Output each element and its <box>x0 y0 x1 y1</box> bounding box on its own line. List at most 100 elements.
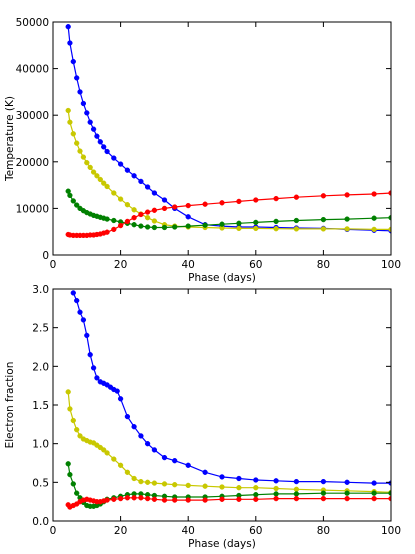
y-tick-label: 2.5 <box>32 323 49 335</box>
series-1-point <box>273 226 279 232</box>
series-1-point <box>67 119 73 125</box>
series-1-point <box>161 481 168 487</box>
series-1-point <box>293 486 300 492</box>
series-0-point <box>77 309 83 315</box>
series-2-point <box>70 481 76 487</box>
electron-fraction-panel: 0 20 40 60 80 100 0.0 0.5 1.0 1.5 2.0 2.5 3.0 Phase (… <box>4 284 401 550</box>
series-0-point <box>94 375 100 381</box>
series-1-point <box>172 482 178 488</box>
series-2-point <box>67 471 73 478</box>
series-0-point <box>144 441 151 447</box>
series-2-point <box>236 220 242 226</box>
series-0-point <box>172 458 178 464</box>
series-1-point <box>67 406 73 412</box>
series-0-point <box>293 478 300 485</box>
series-1-point <box>388 226 391 233</box>
series-1-point <box>236 485 242 491</box>
x-axis-label: Phase (days) <box>188 272 256 284</box>
series-2-point <box>172 224 178 230</box>
series-1-point <box>253 225 259 232</box>
temperature-panel: 0 20 40 60 80 100 0 10000 20000 30000 40000 50000 Ph… <box>4 17 401 284</box>
series-0-point <box>97 139 103 145</box>
series-0-point <box>94 133 100 139</box>
series-3-point <box>202 201 208 207</box>
series-2-point <box>371 215 377 221</box>
series-3-point <box>104 229 110 235</box>
series-2-point <box>74 202 80 208</box>
series-3-point <box>172 497 178 503</box>
series-1-point <box>124 469 131 475</box>
series-3-point <box>253 496 259 502</box>
series-1-point <box>77 148 83 154</box>
series-1-point <box>185 482 191 489</box>
series-0-point <box>151 447 158 453</box>
x-tick-label: 100 <box>381 259 401 271</box>
series-3-point <box>273 195 279 202</box>
series-3-point <box>236 198 242 205</box>
y-axis-label: Electron fraction <box>4 362 16 449</box>
series-3-point <box>104 497 110 503</box>
series-1-point <box>131 207 137 213</box>
series-1-line <box>67 110 391 230</box>
series-0-point <box>74 75 80 81</box>
series-1-point <box>104 450 110 456</box>
x-tick-label: 0 <box>50 259 57 271</box>
series-2-point <box>144 224 151 230</box>
series-2-point <box>320 216 327 223</box>
series-1-point <box>74 427 80 433</box>
series-1-point <box>138 478 144 485</box>
series-1-point <box>111 456 117 462</box>
series-0-point <box>80 317 87 323</box>
series-1-point <box>273 485 279 492</box>
series-0-point <box>219 474 225 480</box>
series-0-point <box>84 110 90 116</box>
series-0-point <box>131 424 137 430</box>
series-2-point <box>138 223 144 229</box>
series-3-point <box>172 204 178 210</box>
series-3-point <box>273 495 279 502</box>
y-axis-label: Temperature (K) <box>4 96 16 182</box>
series-0-point <box>151 190 158 196</box>
x-tick-label: 60 <box>249 259 262 271</box>
series-0-point <box>253 477 259 483</box>
series-2-point <box>320 490 327 496</box>
series-1-point <box>320 226 327 232</box>
series-2-point <box>104 216 110 222</box>
series-0-point <box>124 167 131 173</box>
x-tick-label: 60 <box>249 525 262 537</box>
series-1-point <box>344 226 350 232</box>
series-3-point <box>320 193 327 199</box>
series-0-point <box>344 479 350 485</box>
series-0-point <box>67 40 73 46</box>
series-0-point <box>74 297 80 304</box>
series-2-point <box>161 224 168 231</box>
x-tick-label: 80 <box>317 525 330 537</box>
series-3-point <box>202 497 208 503</box>
series-3-point <box>344 495 350 502</box>
series-3-point <box>124 495 131 501</box>
series-1-point <box>202 483 208 489</box>
x-tick-label: 0 <box>50 525 57 537</box>
series-2-point <box>344 490 350 496</box>
series-0-point <box>144 184 151 190</box>
x-tick-label: 20 <box>114 259 127 271</box>
series-2-point <box>202 222 208 228</box>
series-2-point <box>293 217 300 224</box>
series-1-point <box>253 485 259 491</box>
series-1-point <box>219 484 225 490</box>
series-0-point <box>70 290 76 296</box>
series-3-point <box>185 497 191 503</box>
series-2-point <box>65 461 71 467</box>
series-2-line <box>67 190 391 229</box>
series-0-point <box>84 332 90 339</box>
series-0-point <box>104 148 110 155</box>
series-2-line <box>67 463 391 507</box>
series-0-point <box>236 475 242 482</box>
series-1-point <box>101 180 107 186</box>
series-1-point <box>151 480 158 486</box>
x-tick-label: 40 <box>182 259 195 271</box>
series-0-point <box>87 352 93 358</box>
x-tick-label: 40 <box>182 525 195 537</box>
plot-area <box>65 24 391 239</box>
